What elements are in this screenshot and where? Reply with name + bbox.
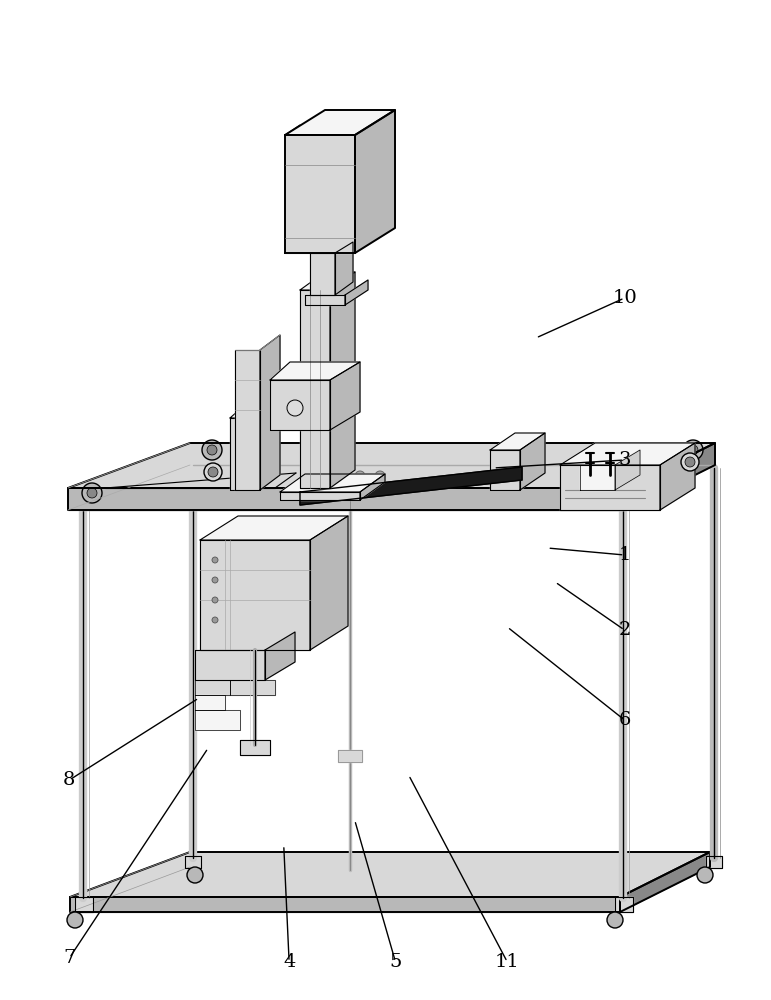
Polygon shape: [620, 852, 710, 912]
Polygon shape: [300, 467, 522, 505]
Text: 1: 1: [618, 546, 631, 564]
Circle shape: [375, 471, 385, 481]
Polygon shape: [70, 897, 620, 912]
Text: 2: 2: [618, 621, 631, 639]
Polygon shape: [255, 403, 272, 490]
Polygon shape: [285, 110, 395, 135]
Polygon shape: [330, 272, 355, 488]
Polygon shape: [560, 465, 660, 510]
Polygon shape: [240, 740, 270, 755]
Circle shape: [355, 481, 365, 491]
Polygon shape: [230, 403, 272, 418]
Circle shape: [355, 471, 365, 481]
Polygon shape: [235, 350, 260, 490]
Polygon shape: [75, 897, 93, 912]
Circle shape: [596, 488, 606, 498]
Polygon shape: [195, 710, 240, 730]
Polygon shape: [490, 450, 520, 490]
Polygon shape: [300, 272, 355, 290]
Polygon shape: [338, 750, 362, 762]
Circle shape: [212, 617, 218, 623]
Circle shape: [67, 912, 83, 928]
Polygon shape: [68, 488, 625, 510]
Circle shape: [287, 400, 303, 416]
Polygon shape: [270, 380, 330, 430]
Polygon shape: [580, 465, 615, 490]
Polygon shape: [615, 897, 633, 912]
Circle shape: [202, 440, 222, 460]
Polygon shape: [520, 433, 545, 490]
Circle shape: [82, 483, 102, 503]
Polygon shape: [260, 335, 280, 490]
Polygon shape: [355, 110, 395, 253]
Polygon shape: [195, 695, 225, 710]
Circle shape: [212, 597, 218, 603]
Circle shape: [212, 577, 218, 583]
Text: 6: 6: [618, 711, 631, 729]
Polygon shape: [490, 433, 545, 450]
Polygon shape: [255, 680, 275, 695]
Text: 3: 3: [618, 451, 631, 469]
Polygon shape: [300, 290, 330, 488]
Circle shape: [187, 867, 203, 883]
Polygon shape: [335, 242, 353, 295]
Polygon shape: [660, 443, 695, 510]
Polygon shape: [200, 516, 348, 540]
Text: 10: 10: [612, 289, 637, 307]
Polygon shape: [265, 632, 295, 680]
Circle shape: [87, 488, 97, 498]
Polygon shape: [230, 680, 255, 695]
Circle shape: [607, 912, 623, 928]
Circle shape: [681, 453, 699, 471]
Polygon shape: [310, 253, 335, 295]
Text: 8: 8: [63, 771, 76, 789]
Circle shape: [335, 471, 345, 481]
Text: 5: 5: [389, 953, 402, 971]
Text: 7: 7: [63, 949, 76, 967]
Polygon shape: [345, 280, 368, 305]
Polygon shape: [280, 492, 360, 500]
Polygon shape: [270, 362, 360, 380]
Polygon shape: [70, 852, 710, 897]
Polygon shape: [360, 474, 385, 500]
Polygon shape: [195, 680, 230, 695]
Polygon shape: [615, 450, 640, 490]
Polygon shape: [285, 135, 355, 253]
Polygon shape: [706, 856, 722, 868]
Circle shape: [591, 483, 611, 503]
Text: 11: 11: [495, 953, 520, 971]
Circle shape: [688, 445, 698, 455]
Text: 4: 4: [283, 953, 295, 971]
Polygon shape: [230, 418, 255, 490]
Polygon shape: [185, 856, 201, 868]
Circle shape: [335, 481, 345, 491]
Polygon shape: [330, 362, 360, 430]
Circle shape: [375, 481, 385, 491]
Polygon shape: [310, 516, 348, 650]
Circle shape: [208, 467, 218, 477]
Polygon shape: [305, 295, 345, 305]
Polygon shape: [280, 474, 385, 492]
Circle shape: [685, 457, 695, 467]
Circle shape: [204, 463, 222, 481]
Circle shape: [212, 557, 218, 563]
Circle shape: [683, 440, 703, 460]
Circle shape: [207, 445, 217, 455]
Polygon shape: [195, 650, 265, 680]
Circle shape: [697, 867, 713, 883]
Polygon shape: [625, 443, 715, 510]
Polygon shape: [68, 443, 715, 488]
Polygon shape: [560, 443, 695, 465]
Polygon shape: [200, 540, 310, 650]
